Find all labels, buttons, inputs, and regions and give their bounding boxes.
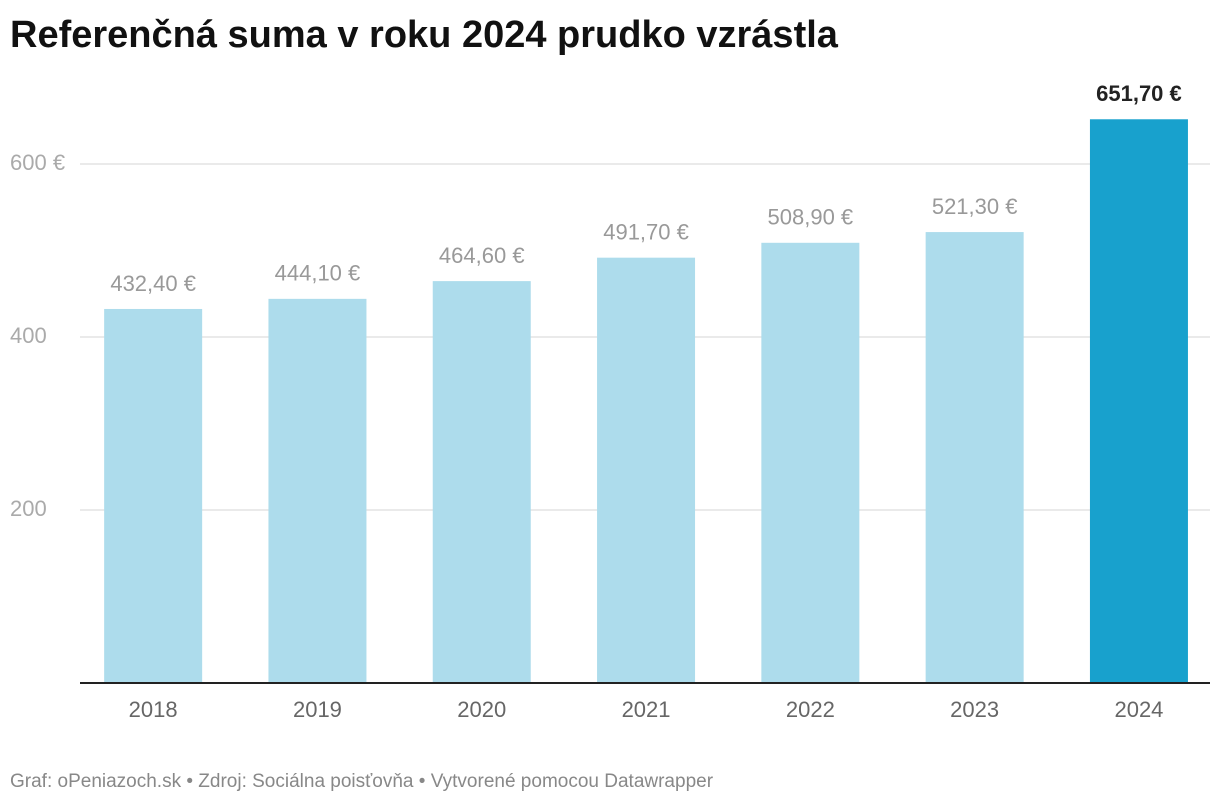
value-label: 464,60 € — [439, 243, 525, 268]
bar — [597, 257, 696, 683]
x-tick-label: 2018 — [129, 697, 178, 722]
bar — [761, 242, 860, 683]
source: Graf: oPeniazoch.sk • Zdroj: Sociálna po… — [10, 771, 714, 792]
value-label: 521,30 € — [932, 194, 1018, 219]
bar — [1089, 119, 1188, 684]
bar — [268, 298, 367, 683]
x-tick-label: 2021 — [622, 697, 671, 722]
y-tick-label: 400 — [10, 323, 47, 348]
value-label: 432,40 € — [110, 271, 196, 296]
y-tick-label: 600 € — [10, 150, 65, 175]
value-label: 491,70 € — [603, 219, 689, 244]
y-tick-label: 200 — [10, 496, 47, 521]
bar — [104, 308, 203, 683]
value-label: 651,70 € — [1096, 81, 1182, 106]
x-tick-label: 2019 — [293, 697, 342, 722]
x-tick-label: 2022 — [786, 697, 835, 722]
x-tick-label: 2024 — [1114, 697, 1163, 722]
bar — [925, 232, 1024, 683]
bar — [432, 281, 531, 683]
value-label: 508,90 € — [768, 205, 854, 230]
x-tick-label: 2023 — [950, 697, 999, 722]
value-label: 444,10 € — [275, 261, 361, 286]
chart-title: Referenčná suma v roku 2024 prudko vzrás… — [10, 14, 839, 56]
x-tick-label: 2020 — [457, 697, 506, 722]
